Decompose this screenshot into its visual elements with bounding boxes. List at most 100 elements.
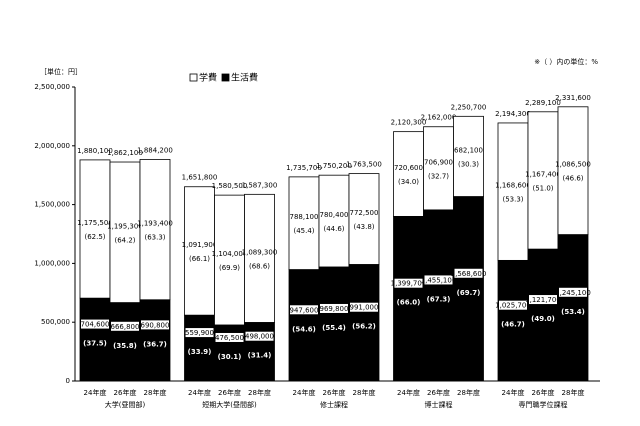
legend-swatch <box>189 73 198 82</box>
share-label: (63.3) <box>144 234 165 242</box>
group-label: 専門職学位課程 <box>519 400 568 409</box>
label-bg <box>529 295 557 305</box>
value-label: 682,100 <box>454 146 483 154</box>
share-label: (66.1) <box>189 255 210 263</box>
total-label: 1,580,500 <box>212 182 248 190</box>
total-label: 1,862,100 <box>107 149 143 157</box>
bar-segment <box>288 176 320 270</box>
value-label: 1,193,400 <box>137 220 173 228</box>
total-label: 1,587,300 <box>242 181 278 189</box>
total-label: 1,651,800 <box>182 174 218 182</box>
total-label: 1,880,100 <box>77 147 113 155</box>
total-label: 1,884,200 <box>137 146 173 154</box>
value-label: 1,091,900 <box>182 241 218 249</box>
bar-segment <box>557 234 589 382</box>
share-label: (37.5) <box>83 340 107 348</box>
bar-segment <box>109 302 141 382</box>
total-label: 1,750,200 <box>316 162 352 170</box>
share-label: (33.9) <box>188 348 212 356</box>
y-tick-label: 2,000,000 <box>34 142 70 150</box>
share-label: (68.6) <box>249 262 270 270</box>
value-label: 947,600 <box>290 306 319 314</box>
value-label: 706,900 <box>424 158 453 166</box>
y-tick-label: 500,000 <box>41 318 70 326</box>
value-label: 498,000 <box>245 333 274 341</box>
bar-segment <box>527 111 559 250</box>
bar-segment <box>184 314 215 382</box>
label-bg <box>394 278 423 288</box>
value-label: 1,195,300 <box>107 222 143 230</box>
share-label: (64.2) <box>114 236 135 244</box>
group-label: 修士課程 <box>320 400 348 409</box>
bar-segment <box>557 106 589 235</box>
value-label: 1,086,500 <box>555 161 591 169</box>
share-label: (53.4) <box>561 308 585 316</box>
value-label: 666,800 <box>111 323 140 331</box>
x-tick-label: 28年度 <box>353 388 376 397</box>
x-tick-label: 26年度 <box>323 388 346 397</box>
group-label: 短期大学(昼間部) <box>202 400 257 409</box>
bar-segment <box>497 122 529 261</box>
bar-segment <box>109 161 141 303</box>
value-label: 704,600 <box>81 321 110 329</box>
value-label: 1,121,700 <box>525 296 561 304</box>
share-label: (67.3) <box>427 295 451 303</box>
x-tick-label: 28年度 <box>144 388 167 397</box>
share-label: (53.3) <box>502 196 523 204</box>
share-label: (51.0) <box>532 184 553 192</box>
x-tick-label: 24年度 <box>293 388 316 397</box>
label-bg <box>215 332 244 342</box>
share-label: (34.0) <box>398 178 419 186</box>
total-label: 2,289,100 <box>525 99 561 107</box>
total-label: 2,250,700 <box>451 103 487 111</box>
bar-segment <box>79 297 111 382</box>
total-label: 1,763,500 <box>346 161 382 169</box>
x-tick-label: 28年度 <box>457 388 480 397</box>
share-label: (31.4) <box>248 352 272 360</box>
bar-segment <box>423 209 454 382</box>
value-label: 1,104,000 <box>212 250 248 258</box>
x-tick-label: 26年度 <box>532 388 555 397</box>
label-bg <box>350 302 378 312</box>
bar-segment <box>348 173 380 265</box>
bar-segment <box>244 193 275 323</box>
total-label: 2,162,000 <box>421 114 457 122</box>
y-tick-label: 1,500,000 <box>34 201 70 209</box>
value-label: 1,245,100 <box>555 289 591 297</box>
legend-label: 生活費 <box>231 72 258 84</box>
x-tick-label: 24年度 <box>397 388 420 397</box>
total-label: 2,331,600 <box>555 94 591 102</box>
bar-segment <box>423 126 454 211</box>
label-bg <box>424 275 453 285</box>
total-label: 2,194,300 <box>495 110 531 118</box>
share-label: (35.8) <box>113 342 137 350</box>
bar-segment <box>79 159 111 299</box>
label-bg <box>454 268 483 278</box>
value-label: 969,800 <box>320 305 349 313</box>
label-bg <box>141 320 169 330</box>
share-label: (36.7) <box>143 340 167 348</box>
bar-segment <box>453 115 484 197</box>
bar-segment <box>348 264 380 382</box>
group-label: 大学(昼間部) <box>105 400 146 409</box>
x-tick-label: 28年度 <box>562 388 585 397</box>
x-tick-label: 28年度 <box>248 388 271 397</box>
value-label: 1,168,600 <box>495 182 531 190</box>
share-label: (30.1) <box>218 353 242 361</box>
value-label: 788,100 <box>290 213 319 221</box>
value-label: 1,175,500 <box>77 219 113 227</box>
share-label: (55.4) <box>322 324 346 332</box>
bar-segment <box>393 131 424 217</box>
share-label: (45.4) <box>293 227 314 235</box>
bar-segment <box>318 174 350 268</box>
value-label: 1,399,700 <box>391 280 427 288</box>
x-tick-label: 24年度 <box>502 388 525 397</box>
label-bg <box>499 300 527 310</box>
share-label: (49.0) <box>531 315 555 323</box>
bar-segment <box>453 196 484 382</box>
total-label: 1,735,700 <box>286 164 322 172</box>
share-label: (62.5) <box>84 233 105 241</box>
bar-segment <box>527 248 559 382</box>
x-tick-label: 26年度 <box>427 388 450 397</box>
